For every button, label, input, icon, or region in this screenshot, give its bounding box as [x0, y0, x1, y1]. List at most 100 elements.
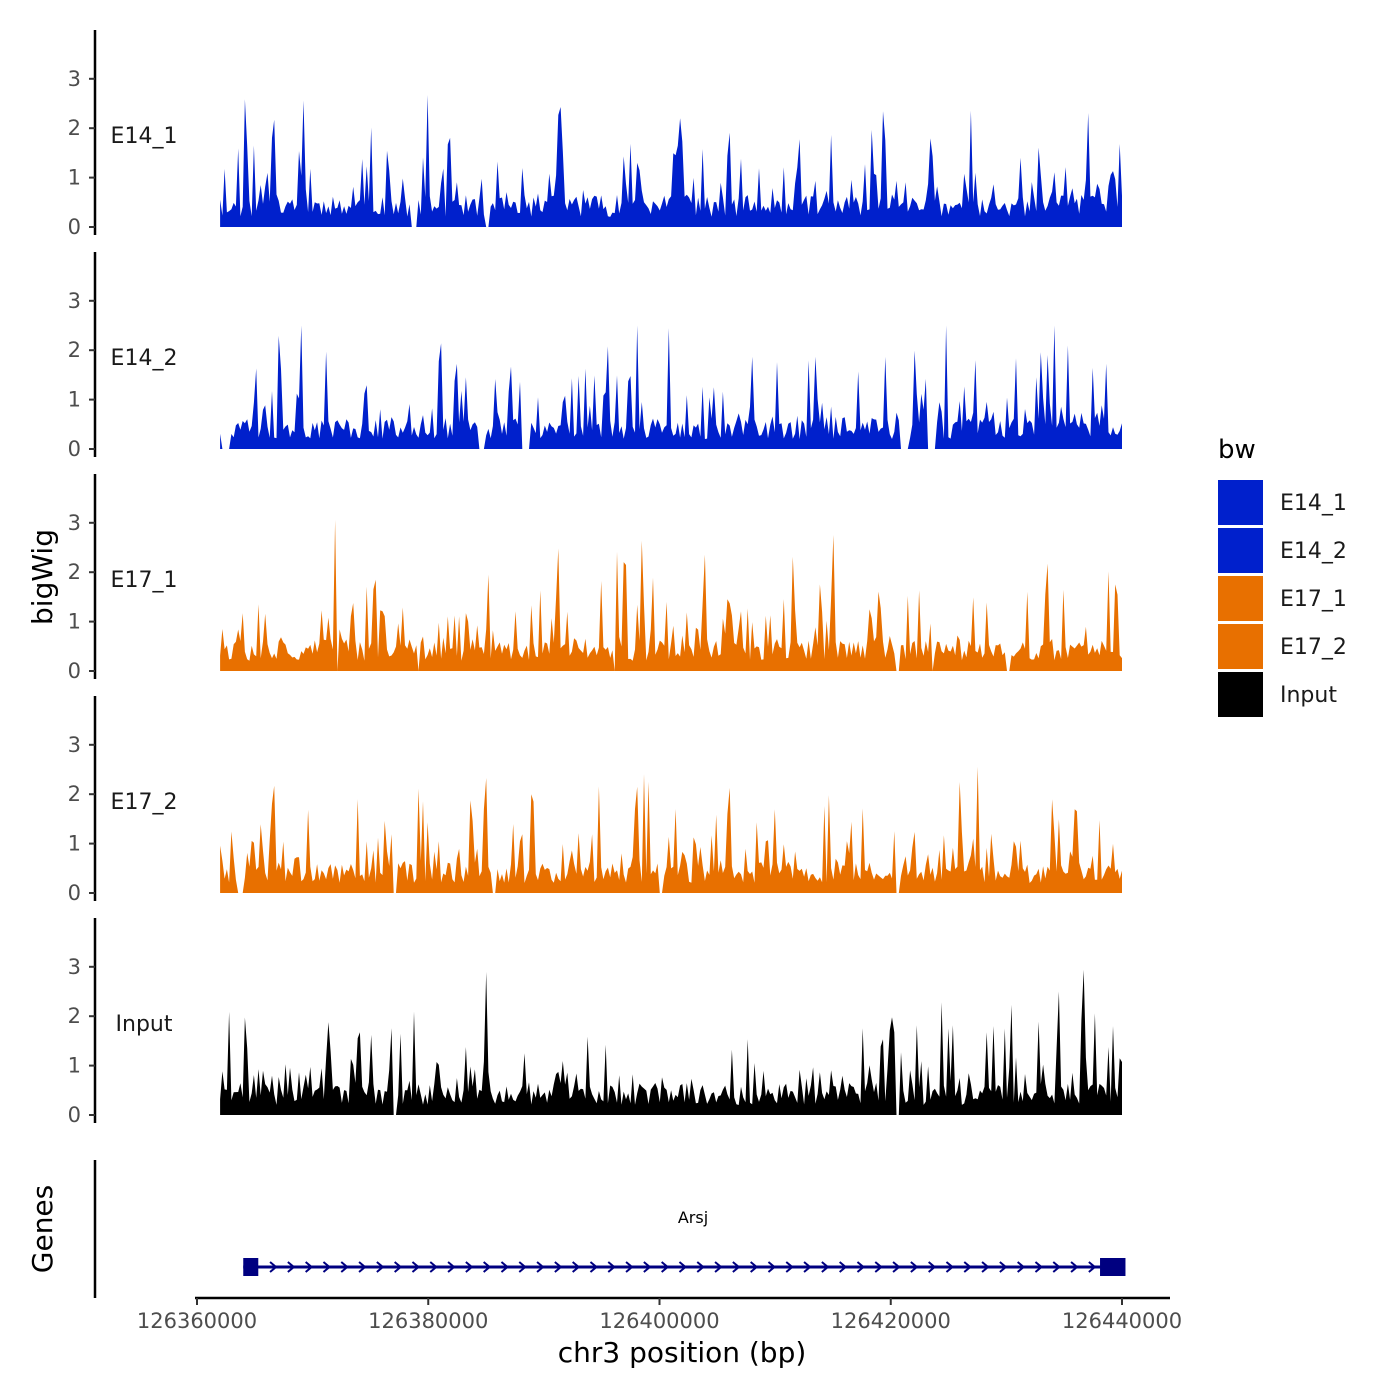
strand-arrow: [928, 1261, 937, 1273]
strand-arrow: [305, 1261, 314, 1273]
strand-arrow: [358, 1261, 367, 1273]
gene-track: Genes Arsj: [26, 1160, 1126, 1298]
strand-arrow: [963, 1261, 972, 1273]
legend-label: E17_2: [1280, 635, 1347, 660]
strand-arrow: [981, 1261, 990, 1273]
legend-swatch-E14_2: [1218, 528, 1263, 573]
track-panel-E17_2: 0 1 2 3 E17_2: [68, 696, 1123, 905]
legend-swatch-E17_2: [1218, 624, 1263, 669]
strand-arrow: [625, 1261, 634, 1273]
legend-label: E14_1: [1280, 491, 1347, 516]
gene-exon: [1100, 1258, 1126, 1276]
strand-arrow: [376, 1261, 385, 1273]
x-tick-label: 126400000: [599, 1309, 719, 1333]
strand-arrow: [322, 1261, 332, 1273]
y-tick-label: 1: [68, 388, 81, 412]
track-panel-Input: 0 1 2 3 Input: [68, 918, 1123, 1127]
strand-arrow: [767, 1261, 777, 1273]
strand-arrow: [1052, 1261, 1061, 1273]
x-tick-label: 126440000: [1062, 1309, 1182, 1333]
x-tick-label: 126360000: [137, 1309, 257, 1333]
strand-arrow: [589, 1261, 599, 1273]
strand-arrow: [1017, 1261, 1026, 1273]
y-axis-title: bigWig: [26, 529, 59, 625]
track-label: E14_1: [111, 124, 178, 149]
y-tick-label: 1: [68, 832, 81, 856]
y-tick-label: 3: [68, 733, 81, 757]
strand-arrow: [554, 1261, 563, 1273]
strand-arrow: [945, 1261, 955, 1273]
strand-arrow: [1070, 1261, 1079, 1273]
gene-exon: [243, 1258, 259, 1276]
x-axis: 126360000 126380000 126400000 126420000 1264…: [137, 1296, 1182, 1333]
strand-arrow: [269, 1261, 278, 1273]
strand-arrow: [803, 1261, 812, 1273]
coverage-area-E17_1: [220, 519, 1123, 671]
legend-label: Input: [1280, 683, 1337, 708]
y-tick-label: 0: [68, 659, 81, 683]
y-tick-label: 0: [68, 1103, 81, 1127]
strand-arrow: [1034, 1261, 1044, 1273]
legend-swatch-Input: [1218, 672, 1263, 717]
legend-swatch-E17_1: [1218, 576, 1263, 621]
strand-arrow: [429, 1261, 438, 1273]
strand-arrow: [661, 1261, 670, 1273]
strand-arrow: [839, 1261, 848, 1273]
track-label: Input: [116, 1012, 173, 1037]
strand-arrow: [447, 1261, 456, 1273]
y-tick-label: 0: [68, 215, 81, 239]
strand-arrow: [643, 1261, 652, 1273]
legend-swatch-E14_1: [1218, 480, 1263, 525]
y-tick-label: 3: [68, 67, 81, 91]
strand-arrow: [910, 1261, 919, 1273]
strand-arrow: [411, 1261, 421, 1273]
strand-arrow: [750, 1261, 759, 1273]
strand-arrow: [1088, 1261, 1097, 1273]
y-tick-label: 2: [68, 338, 81, 362]
y-tick-label: 2: [68, 116, 81, 140]
track-label: E17_2: [111, 790, 178, 815]
coverage-area-E14_2: [220, 325, 1123, 449]
x-tick-label: 126420000: [831, 1309, 951, 1333]
track-label: E17_1: [111, 568, 178, 593]
strand-arrow: [821, 1261, 830, 1273]
strand-arrow: [785, 1261, 794, 1273]
strand-arrow: [999, 1261, 1008, 1273]
strand-arrow: [465, 1261, 474, 1273]
legend-title: bw: [1218, 435, 1256, 465]
strand-arrow: [892, 1261, 901, 1273]
legend-label: E14_2: [1280, 539, 1347, 564]
y-tick-label: 2: [68, 560, 81, 584]
strand-arrow: [287, 1261, 296, 1273]
coverage-area-E17_2: [220, 766, 1123, 893]
x-tick-label: 126380000: [368, 1309, 488, 1333]
track-panel-E17_1: 0 1 2 3 E17_1: [68, 474, 1123, 683]
y-tick-label: 2: [68, 782, 81, 806]
strand-arrow: [607, 1261, 616, 1273]
strand-arrow: [874, 1261, 883, 1273]
y-tick-label: 1: [68, 1054, 81, 1078]
legend-label: E17_1: [1280, 587, 1347, 612]
coverage-area-E14_1: [220, 95, 1123, 227]
tracks-layer: 0 1 2 3 E14_1 0 1 2 3 E14_2 0 1 2 3 E17_1 0 1 2 3 E17_2 0 1 2 3…: [68, 30, 1123, 1127]
coverage-area-Input: [220, 969, 1123, 1115]
strand-arrow: [518, 1261, 527, 1273]
strand-arrow: [340, 1261, 349, 1273]
strand-arrow: [572, 1261, 581, 1273]
gene-name-label: Arsj: [678, 1208, 708, 1227]
track-label: E14_2: [111, 346, 178, 371]
y-tick-label: 0: [68, 437, 81, 461]
strand-arrow: [394, 1261, 403, 1273]
legend: bw E14_1 E14_2 E17_1 E17_2 Input: [1218, 435, 1347, 717]
y-tick-label: 0: [68, 881, 81, 905]
strand-arrow: [483, 1261, 492, 1273]
strand-arrow: [696, 1261, 705, 1273]
track-panel-E14_2: 0 1 2 3 E14_2: [68, 252, 1123, 461]
y-tick-label: 3: [68, 511, 81, 535]
y-tick-label: 2: [68, 1004, 81, 1028]
y-tick-label: 1: [68, 166, 81, 190]
y-tick-label: 3: [68, 289, 81, 313]
gene-track-label: Genes: [26, 1185, 59, 1273]
strand-arrow: [500, 1261, 510, 1273]
